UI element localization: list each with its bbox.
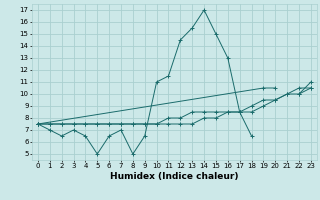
X-axis label: Humidex (Indice chaleur): Humidex (Indice chaleur) bbox=[110, 172, 239, 181]
